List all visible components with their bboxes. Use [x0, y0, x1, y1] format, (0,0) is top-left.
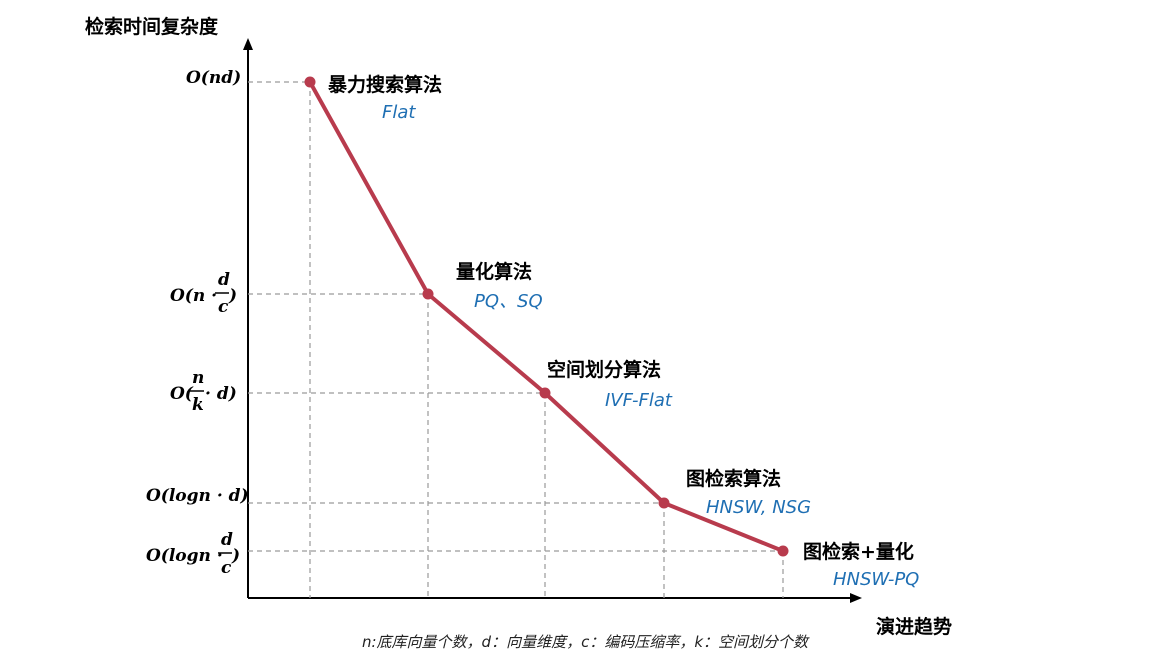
svg-text:): ) [231, 546, 240, 566]
point-labels: 暴力搜索算法 Flat 量化算法 PQ、SQ 空间划分算法 IVF-Flat 图检索算法 HN… [328, 73, 919, 590]
y-tick-ndc: O(n · d c ) [170, 270, 237, 317]
svg-text:· d): · d) [205, 384, 237, 404]
point-name-1: 暴力搜索算法 [328, 73, 442, 96]
point-sub-1: Flat [382, 102, 416, 123]
data-point-4 [658, 497, 670, 509]
svg-text:k: k [192, 395, 204, 415]
grid-lines [248, 81, 784, 598]
data-point-1 [304, 76, 316, 88]
data-points [304, 76, 789, 557]
y-axis-arrow [243, 38, 253, 50]
point-sub-4: HNSW, NSG [706, 497, 811, 518]
data-point-3 [539, 387, 551, 399]
point-name-5: 图检索+量化 [803, 540, 914, 563]
y-tick-nd: O(nd) [186, 68, 241, 88]
data-point-5 [777, 545, 789, 557]
svg-text:c: c [221, 558, 232, 578]
point-sub-2: PQ、SQ [474, 291, 543, 312]
point-sub-5: HNSW-PQ [833, 569, 919, 590]
svg-text:d: d [218, 270, 230, 290]
point-name-4: 图检索算法 [686, 467, 781, 490]
x-axis-arrow [850, 593, 862, 603]
svg-text:O(logn ·: O(logn · [146, 546, 223, 566]
y-axis-title: 检索时间复杂度 [85, 15, 219, 38]
svg-text:c: c [218, 297, 229, 317]
x-axis-title: 演进趋势 [876, 615, 952, 638]
point-sub-3: IVF-Flat [605, 390, 673, 411]
svg-text:): ) [228, 286, 237, 306]
svg-text:n: n [192, 368, 204, 388]
svg-text:O(: O( [170, 384, 194, 404]
y-tick-nkd: O( n k · d) [170, 368, 237, 415]
data-point-2 [422, 288, 434, 300]
y-tick-labels: O(nd) O(n · d c ) O( n k · d) O(logn · d… [146, 68, 249, 578]
point-name-3: 空间划分算法 [547, 358, 661, 381]
svg-text:O(n ·: O(n · [170, 286, 217, 306]
point-name-2: 量化算法 [456, 260, 532, 283]
y-tick-logn-dc: O(logn · d c ) [146, 530, 240, 578]
footnote: n:底库向量个数，d：向量维度，c：编码压缩率，k：空间划分个数 [362, 633, 810, 651]
y-tick-logn-d: O(logn · d) [146, 486, 249, 506]
svg-text:d: d [221, 530, 233, 550]
